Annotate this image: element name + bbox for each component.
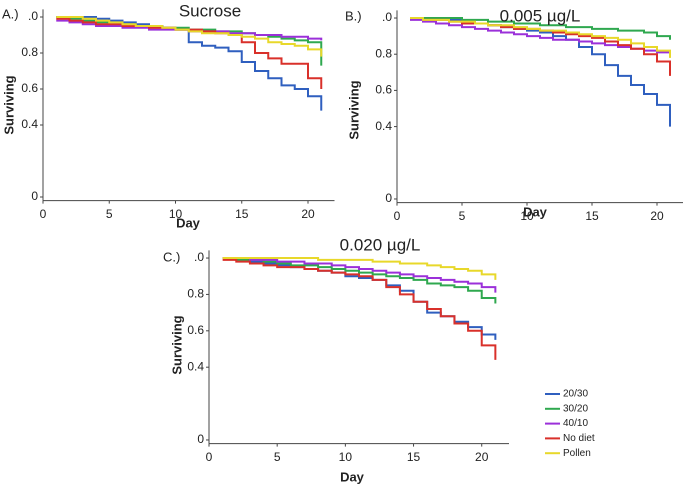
x-tick-label: 10 xyxy=(520,209,534,223)
y-tick-label: .0 xyxy=(382,10,392,24)
survival-curve xyxy=(222,257,497,293)
y-tick-label: 0.4 xyxy=(187,359,204,373)
x-tick-label: 0 xyxy=(40,207,47,221)
legend-label: Pollen xyxy=(563,448,591,459)
y-tick-label: 0.8 xyxy=(21,45,38,59)
y-tick-label: 0.6 xyxy=(21,81,38,95)
legend-label: No diet xyxy=(563,433,595,444)
y-tick-label: .0 xyxy=(194,250,204,264)
y-axis-label: Surviving xyxy=(169,315,184,374)
chart-title: 0.005 µg/L xyxy=(500,6,581,25)
x-tick-label: 15 xyxy=(585,209,599,223)
y-tick-label: 0.6 xyxy=(375,83,392,97)
survival-curve xyxy=(222,258,497,360)
survival-curve xyxy=(410,17,671,40)
panel-label: A.) xyxy=(2,6,19,21)
x-tick-label: 0 xyxy=(394,209,401,223)
x-tick-label: 15 xyxy=(235,207,249,221)
x-tick-label: 5 xyxy=(274,450,281,464)
x-tick-label: 5 xyxy=(459,209,466,223)
legend-label: 20/30 xyxy=(563,389,588,400)
x-axis-label: Day xyxy=(523,204,548,219)
y-tick-label: 0.4 xyxy=(375,119,392,133)
y-axis-label: Surviving xyxy=(346,80,361,139)
y-tick-label: .0 xyxy=(28,9,38,23)
survival-curve xyxy=(56,16,323,111)
x-tick-label: 5 xyxy=(106,207,113,221)
x-tick-label: 10 xyxy=(339,450,353,464)
chart-title: 0.020 µg/L xyxy=(340,235,421,254)
y-tick-label: 0.6 xyxy=(187,323,204,337)
x-tick-label: 20 xyxy=(301,207,315,221)
x-axis-label: Day xyxy=(176,215,201,230)
x-tick-label: 0 xyxy=(206,450,213,464)
y-tick-label: 0 xyxy=(385,191,392,205)
y-axis-label: Surviving xyxy=(1,75,16,134)
survival-curve xyxy=(410,17,671,58)
y-tick-label: 0 xyxy=(197,432,204,446)
x-axis-label: Day xyxy=(340,469,365,484)
survival-curve xyxy=(56,16,323,57)
x-tick-label: 10 xyxy=(169,207,183,221)
x-tick-label: 20 xyxy=(475,450,489,464)
y-tick-label: 0.8 xyxy=(187,287,204,301)
panel-label: C.) xyxy=(163,249,180,264)
y-tick-label: 0 xyxy=(31,189,38,203)
legend-label: 40/10 xyxy=(563,418,588,429)
x-tick-label: 15 xyxy=(407,450,421,464)
survival-curve xyxy=(410,17,671,76)
survival-curve xyxy=(410,17,671,127)
y-tick-label: 0.8 xyxy=(375,46,392,60)
survival-curve xyxy=(222,257,497,280)
chart-title: Sucrose xyxy=(179,1,241,20)
y-tick-label: 0.4 xyxy=(21,117,38,131)
x-tick-label: 20 xyxy=(650,209,664,223)
legend-label: 30/20 xyxy=(563,403,588,414)
panel-label: B.) xyxy=(345,8,362,23)
